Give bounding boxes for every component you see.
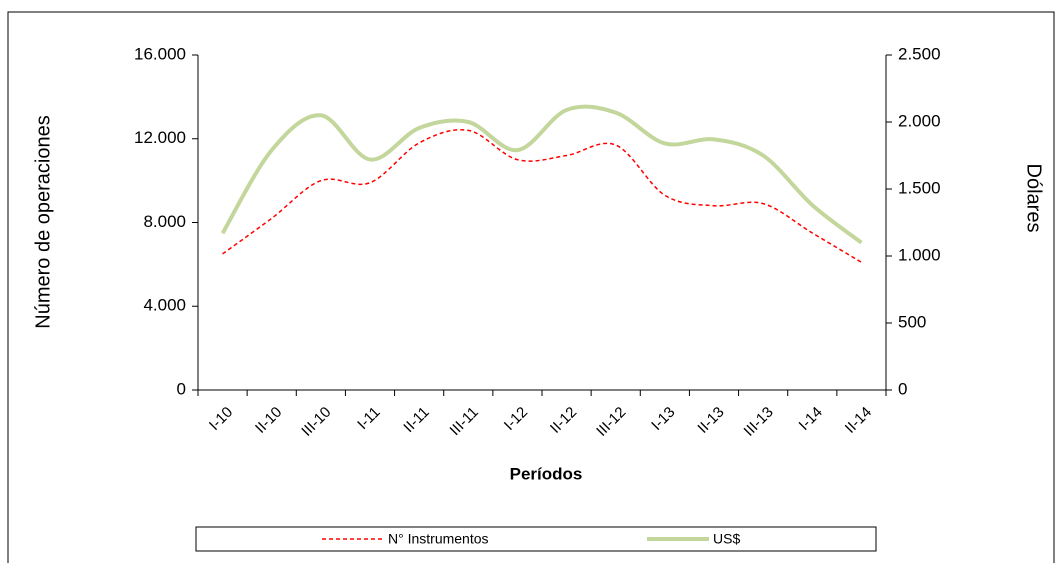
- series-line: [220, 104, 863, 245]
- x-tick-label: I-13: [648, 404, 678, 434]
- y2-tick-label: 0: [898, 379, 907, 398]
- x-tick-label: III-10: [298, 404, 334, 440]
- y2-tick-label: 2.000: [898, 111, 941, 130]
- x-tick-label: II-11: [400, 404, 432, 436]
- y-tick-label: 16.000: [134, 44, 186, 63]
- y-tick-label: 12.000: [134, 128, 186, 147]
- x-tick-label: II-10: [252, 404, 285, 437]
- y2-tick-label: 500: [898, 312, 926, 331]
- x-axis-title: Períodos: [510, 464, 583, 483]
- y2-axis-title: Dólares: [1023, 164, 1045, 233]
- x-tick-label: II-14: [842, 404, 875, 437]
- x-tick-label: I-10: [206, 404, 236, 434]
- frame: [7, 11, 1055, 568]
- y2-tick-label: 1.000: [898, 245, 941, 264]
- y2-tick-label: 2.500: [898, 44, 941, 63]
- legend-box: [195, 526, 877, 552]
- x-tick-label: III-13: [741, 404, 777, 440]
- y-tick-label: 0: [177, 379, 186, 398]
- legend-label: N° Instrumentos: [388, 531, 489, 547]
- x-tick-label: II-12: [547, 404, 580, 437]
- x-tick-label: III-12: [593, 404, 629, 440]
- x-tick-label: I-14: [796, 404, 826, 434]
- series-line: [222, 129, 862, 263]
- x-tick-label: I-11: [354, 404, 384, 434]
- legend-label: US$: [713, 531, 740, 547]
- x-tick-label: II-13: [694, 404, 727, 437]
- y-tick-label: 8.000: [143, 212, 186, 231]
- y-tick-label: 4.000: [143, 296, 186, 315]
- y2-tick-label: 1.500: [898, 178, 941, 197]
- y-axis-title: Número de operaciones: [32, 115, 54, 328]
- x-tick-label: III-11: [447, 404, 482, 439]
- x-tick-label: I-12: [501, 404, 531, 434]
